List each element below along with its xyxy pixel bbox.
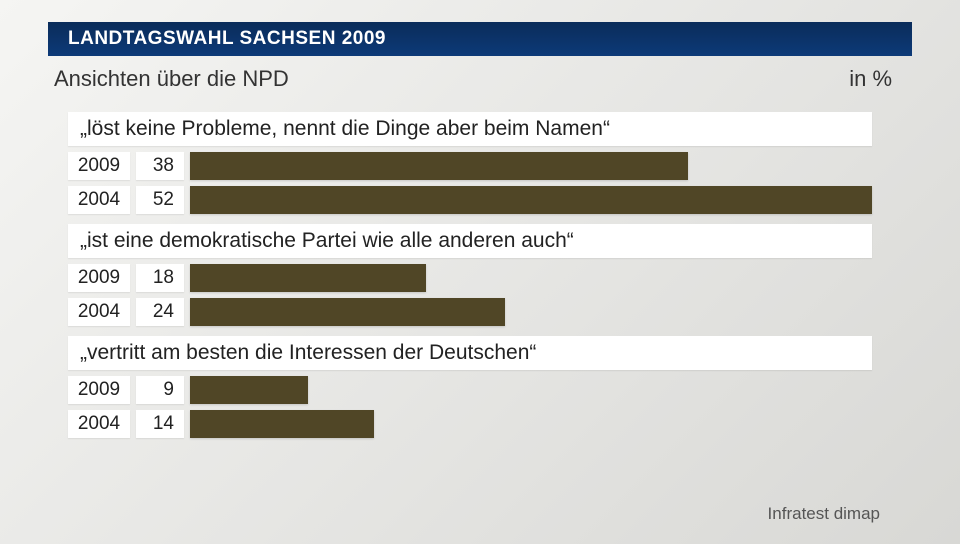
unit-label: in % — [849, 66, 892, 92]
header-title: LANDTAGSWAHL SACHSEN 2009 — [68, 28, 386, 50]
group-block: „ist eine demokratische Partei wie alle … — [68, 224, 872, 326]
value-label: 14 — [136, 410, 184, 438]
bar-fill — [190, 152, 688, 180]
bar-row: 200918 — [68, 264, 872, 292]
bar-fill — [190, 376, 308, 404]
bar-row: 200414 — [68, 410, 872, 438]
bar-row: 200424 — [68, 298, 872, 326]
group-header: „löst keine Probleme, nennt die Dinge ab… — [68, 112, 872, 146]
bar-track — [190, 264, 872, 292]
bar-row: 200452 — [68, 186, 872, 214]
year-label: 2004 — [68, 186, 130, 214]
bar-track — [190, 376, 872, 404]
bar-row: 20099 — [68, 376, 872, 404]
value-label: 18 — [136, 264, 184, 292]
value-label: 24 — [136, 298, 184, 326]
group-block: „löst keine Probleme, nennt die Dinge ab… — [68, 112, 872, 214]
group-block: „vertritt am besten die Interessen der D… — [68, 336, 872, 438]
year-label: 2004 — [68, 298, 130, 326]
value-label: 38 — [136, 152, 184, 180]
year-label: 2009 — [68, 376, 130, 404]
bar-track — [190, 410, 872, 438]
chart-subtitle: Ansichten über die NPD — [54, 66, 289, 92]
header-bar: LANDTAGSWAHL SACHSEN 2009 — [48, 22, 912, 56]
bar-track — [190, 186, 872, 214]
year-label: 2004 — [68, 410, 130, 438]
year-label: 2009 — [68, 152, 130, 180]
bar-row: 200938 — [68, 152, 872, 180]
bar-fill — [190, 264, 426, 292]
value-label: 9 — [136, 376, 184, 404]
group-header: „ist eine demokratische Partei wie alle … — [68, 224, 872, 258]
year-label: 2009 — [68, 264, 130, 292]
bar-fill — [190, 410, 374, 438]
chart-area: „löst keine Probleme, nennt die Dinge ab… — [68, 112, 872, 448]
bar-track — [190, 152, 872, 180]
subtitle-row: Ansichten über die NPD in % — [48, 62, 912, 96]
source-attribution: Infratest dimap — [768, 504, 880, 524]
value-label: 52 — [136, 186, 184, 214]
bar-fill — [190, 186, 872, 214]
bar-fill — [190, 298, 505, 326]
bar-track — [190, 298, 872, 326]
group-header: „vertritt am besten die Interessen der D… — [68, 336, 872, 370]
